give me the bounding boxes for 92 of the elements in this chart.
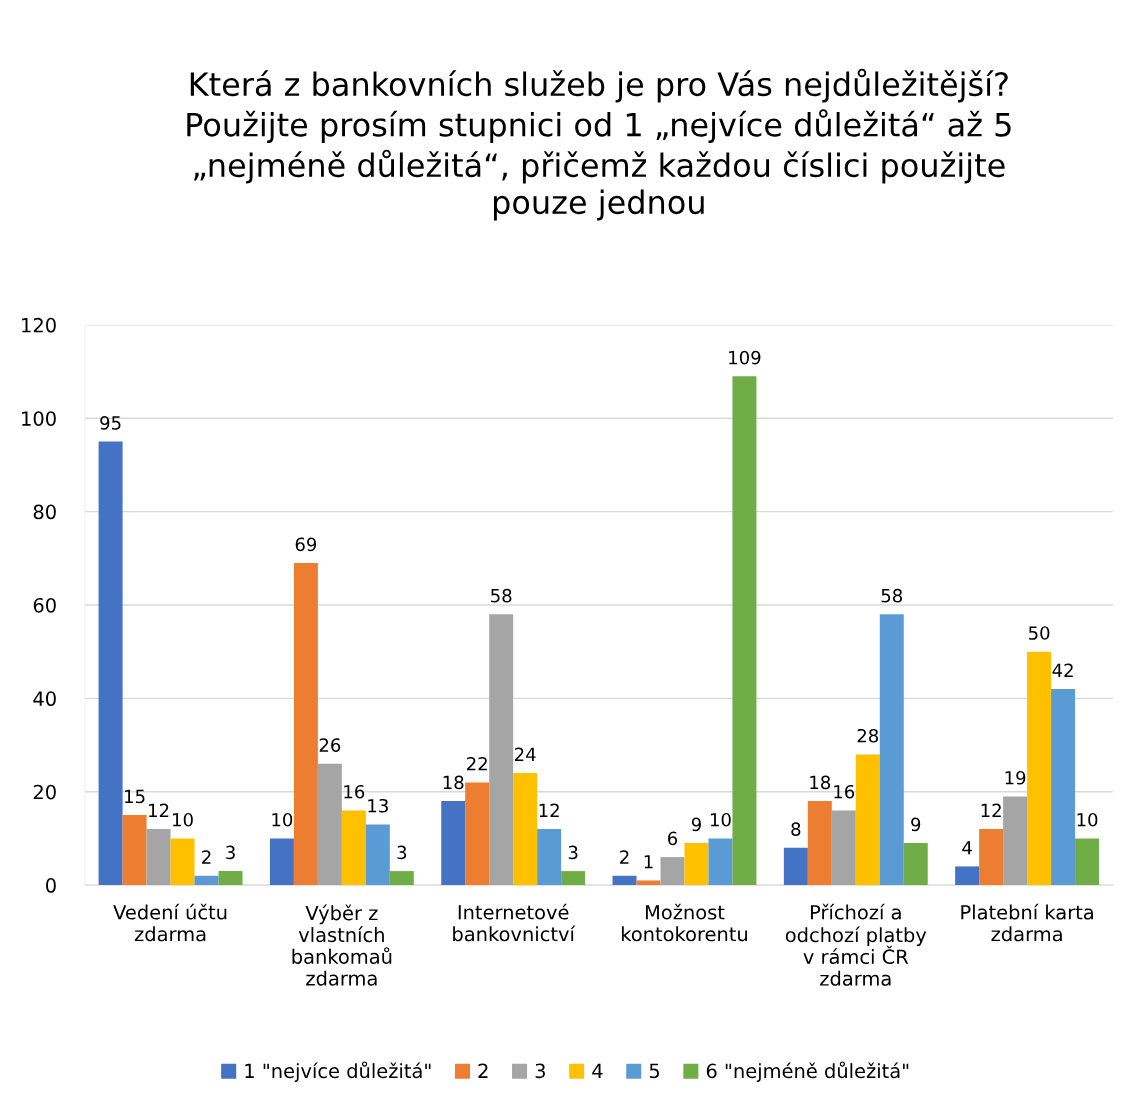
data-label: 3 — [397, 845, 407, 860]
bar — [979, 829, 1004, 886]
data-label: 4 — [962, 841, 972, 855]
data-label: 6 — [668, 831, 678, 846]
data-label: 2 — [202, 850, 211, 864]
data-label: 18 — [443, 775, 464, 790]
bar — [660, 857, 685, 886]
data-label: 42 — [1052, 663, 1073, 677]
bar — [732, 376, 757, 886]
bar — [218, 871, 243, 886]
x-tick-label: Výběr z vlastních bankomaů zdarma — [292, 904, 392, 986]
bar — [684, 843, 709, 886]
data-label: 50 — [1029, 626, 1050, 640]
data-label: 26 — [319, 738, 341, 752]
data-label: 9 — [911, 817, 921, 832]
bar — [513, 773, 538, 886]
y-tick-label: 60 — [33, 597, 56, 613]
bar — [146, 829, 171, 886]
bar — [389, 871, 414, 886]
bar — [636, 880, 661, 886]
data-label: 18 — [810, 775, 831, 790]
bar — [831, 810, 856, 886]
x-tick-label: Vedení účtu zdarma — [113, 903, 227, 942]
data-label: 69 — [295, 537, 317, 552]
bar — [903, 843, 928, 886]
y-tick-label: 20 — [33, 784, 56, 800]
data-label: 12 — [539, 803, 559, 817]
y-tick-label: 0 — [46, 878, 56, 893]
data-label: 10 — [1077, 812, 1098, 827]
bar — [293, 562, 318, 886]
data-label: 15 — [125, 789, 145, 804]
legend-label: 3 — [535, 1063, 545, 1079]
bar — [783, 847, 808, 886]
bar — [612, 875, 637, 886]
x-tick-label: Možnost kontokorentu — [621, 903, 747, 942]
data-label: 2 — [620, 850, 629, 864]
legend-label: 1 "nejvíce důležitá" — [245, 1061, 431, 1082]
data-label: 24 — [515, 747, 536, 761]
data-label: 16 — [834, 784, 855, 799]
bar — [1075, 838, 1100, 886]
data-label: 10 — [710, 812, 731, 827]
data-label: 10 — [173, 812, 193, 827]
data-label: 95 — [100, 416, 121, 430]
bar — [441, 801, 466, 886]
data-label: 16 — [344, 784, 365, 799]
y-tick-label: 100 — [22, 411, 56, 426]
legend-label: 4 — [592, 1063, 603, 1078]
bar — [708, 838, 733, 886]
bar — [1027, 651, 1052, 886]
bar — [170, 838, 195, 886]
data-label: 12 — [981, 803, 1001, 817]
legend-label: 5 — [649, 1063, 660, 1079]
data-label: 28 — [857, 728, 879, 743]
bar — [807, 801, 832, 886]
x-tick-label: Příchozí a odchozí platby v rámci ČR zdarma — [785, 903, 927, 986]
x-tick-label: Platební karta zdarma — [961, 903, 1093, 942]
legend-label: 6 "nejméně důležitá" — [706, 1061, 909, 1082]
bar — [122, 815, 147, 886]
x-tick-label: Internetové bankovnictví — [453, 903, 576, 942]
bar — [537, 829, 562, 886]
data-label: 8 — [791, 822, 801, 836]
y-tick-label: 80 — [33, 504, 56, 520]
data-label: 109 — [729, 350, 761, 365]
data-label: 9 — [691, 817, 701, 832]
bar — [855, 754, 880, 886]
bar — [465, 782, 490, 886]
bar — [98, 441, 123, 886]
bar — [317, 763, 342, 886]
bar — [955, 866, 980, 886]
data-label: 22 — [467, 756, 487, 771]
bar — [561, 871, 586, 886]
chart-title: Která z bankovních služeb je pro Vás nejdůležitější? Použijte prosím stupnici od 1 „nejvíce důležitá“ až 5 „nejméně důležitá“, přičemž každou číslici použijte pouze jednou — [187, 68, 1011, 221]
bar — [269, 838, 294, 886]
bar — [194, 875, 219, 886]
bar — [365, 824, 390, 886]
bar — [879, 614, 904, 886]
y-tick-label: 120 — [22, 317, 56, 333]
bar — [1003, 796, 1028, 886]
data-label: 13 — [368, 798, 388, 813]
data-label: 3 — [568, 845, 578, 860]
bar — [1051, 689, 1076, 886]
data-label: 12 — [149, 803, 169, 817]
data-label: 58 — [881, 588, 903, 603]
legend-label: 2 — [478, 1063, 488, 1078]
data-label: 1 — [644, 855, 653, 869]
data-label: 10 — [272, 812, 293, 827]
bar — [341, 810, 366, 886]
data-label: 19 — [1005, 770, 1026, 785]
y-tick-label: 40 — [33, 691, 56, 707]
data-label: 3 — [226, 845, 235, 860]
bar — [489, 614, 514, 886]
data-label: 58 — [491, 588, 512, 603]
